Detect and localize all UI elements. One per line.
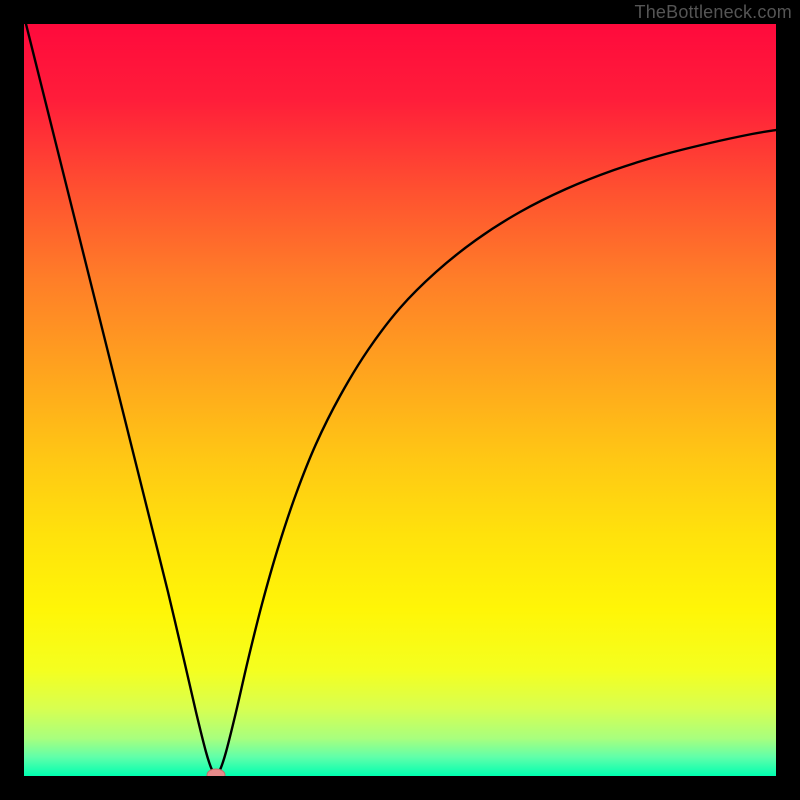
plot-background <box>24 24 776 776</box>
watermark-label: TheBottleneck.com <box>635 2 792 23</box>
bottleneck-chart-svg <box>0 0 800 800</box>
chart-stage: TheBottleneck.com <box>0 0 800 800</box>
